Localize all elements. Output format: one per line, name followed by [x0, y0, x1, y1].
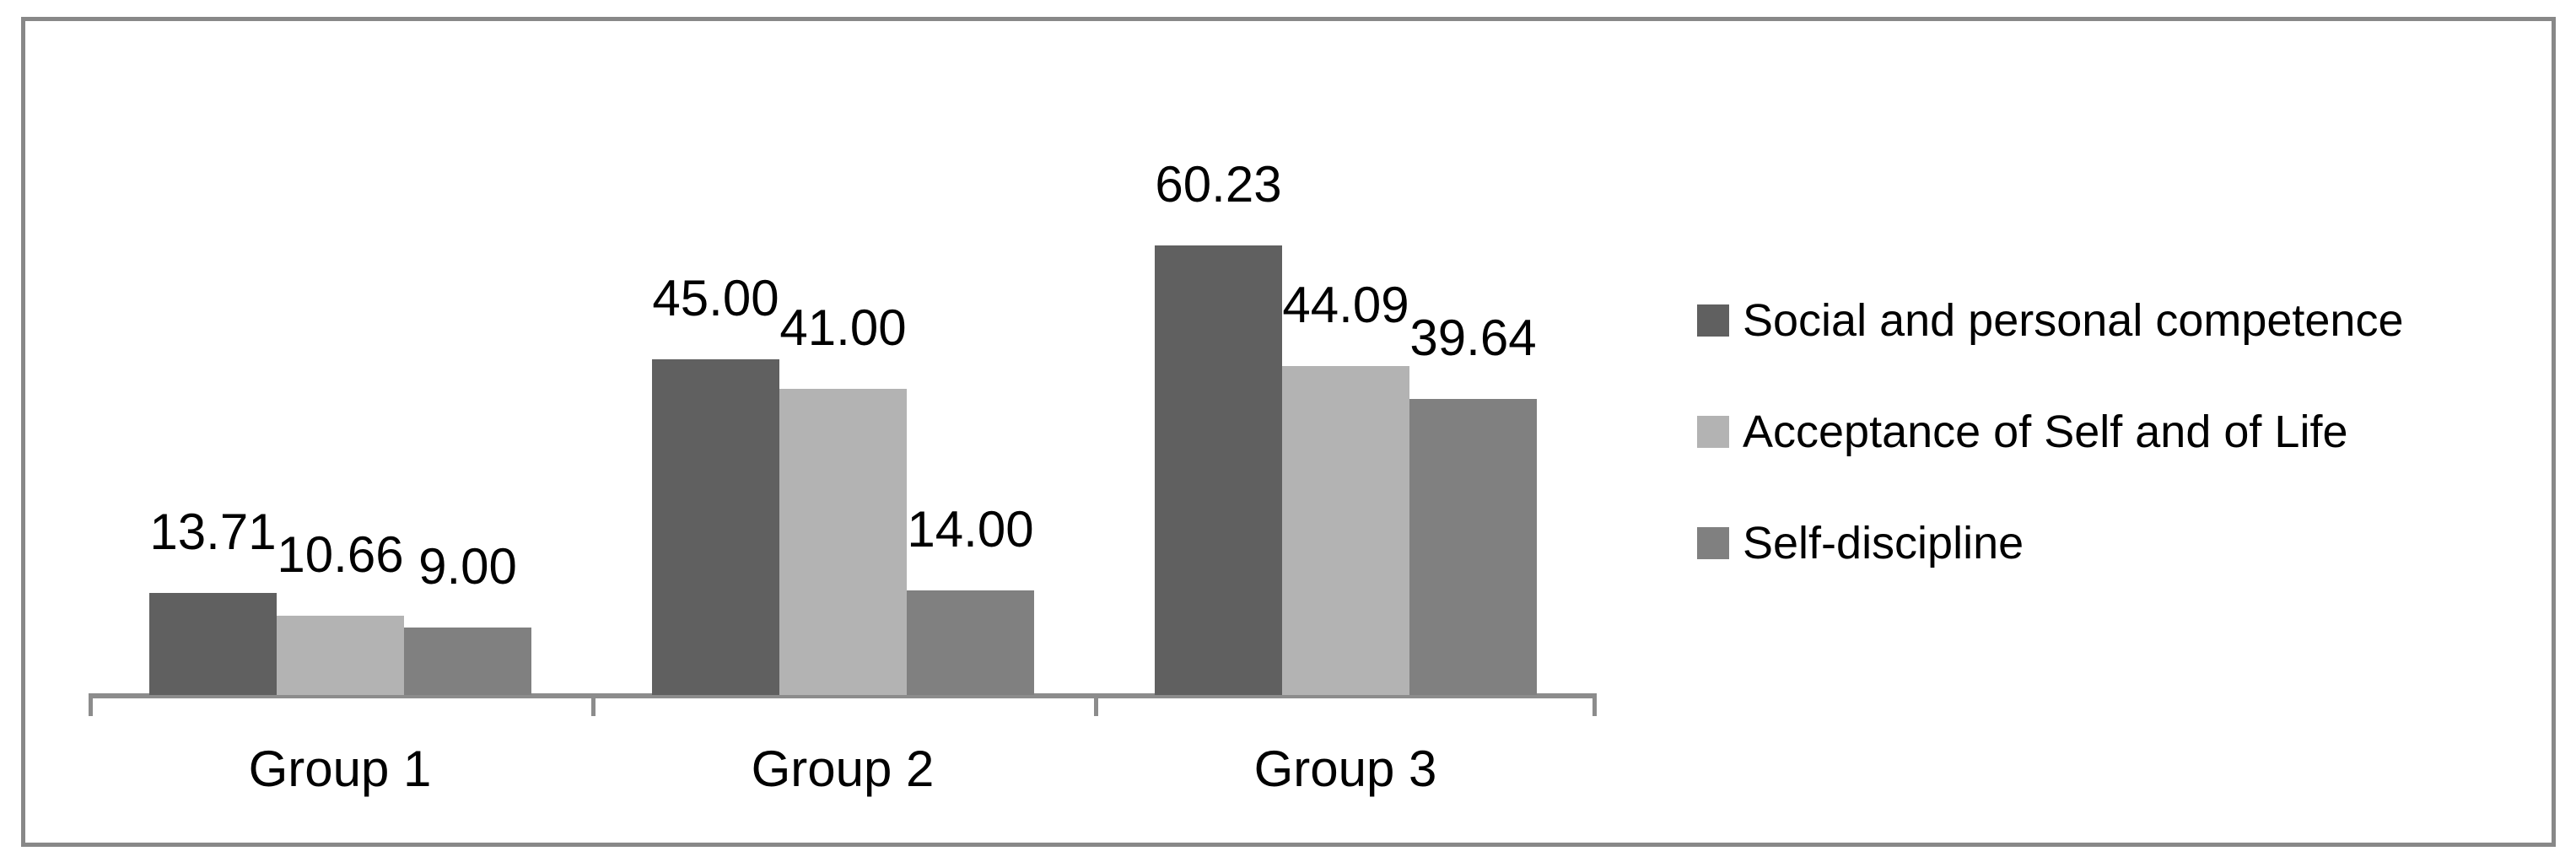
x-axis-tick	[591, 693, 595, 716]
x-axis-tick	[1094, 693, 1098, 716]
legend-label: Acceptance of Self and of Life	[1743, 407, 2348, 457]
bar	[1282, 366, 1409, 695]
chart-border-frame	[21, 17, 2556, 847]
legend-label: Social and personal competence	[1743, 295, 2404, 346]
bar	[277, 616, 404, 695]
x-axis-category-label: Group 3	[1253, 741, 1437, 797]
bar-value-label: 9.00	[418, 538, 517, 595]
x-axis-line	[89, 693, 1597, 698]
bar	[907, 590, 1034, 695]
x-axis-category-label: Group 2	[751, 741, 935, 797]
bar-value-label: 45.00	[652, 270, 779, 326]
legend-label: Self-discipline	[1743, 518, 2024, 568]
bar	[1155, 245, 1282, 695]
bar	[1409, 399, 1537, 695]
legend-swatch-icon	[1697, 527, 1729, 559]
bar	[149, 593, 277, 695]
legend-item: Acceptance of Self and of Life	[1697, 408, 2404, 455]
bar	[404, 628, 531, 695]
legend-item: Social and personal competence	[1697, 297, 2404, 344]
bar-value-label: 41.00	[779, 299, 907, 356]
legend-swatch-icon	[1697, 416, 1729, 448]
bar-value-label: 13.71	[149, 504, 277, 560]
bar	[779, 389, 907, 695]
bar-value-label: 39.64	[1409, 310, 1537, 366]
bar-value-label: 10.66	[277, 526, 404, 583]
bar-value-label: 60.23	[1155, 156, 1282, 213]
bar-value-label: 44.09	[1282, 277, 1409, 333]
legend-item: Self-discipline	[1697, 520, 2404, 567]
bar-value-label: 14.00	[907, 501, 1034, 558]
x-axis-tick	[1592, 693, 1597, 716]
legend: Social and personal competence Acceptanc…	[1697, 297, 2404, 567]
legend-swatch-icon	[1697, 304, 1729, 337]
x-axis-tick	[89, 693, 93, 716]
x-axis-category-label: Group 1	[248, 741, 432, 797]
bar	[652, 359, 779, 695]
